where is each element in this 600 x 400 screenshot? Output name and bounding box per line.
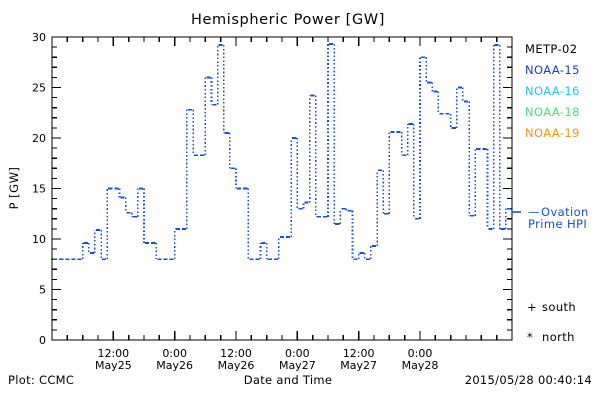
legend-ovation-label-line1: Ovation bbox=[541, 205, 589, 219]
x-tick-label-date: May28 bbox=[402, 359, 439, 372]
x-tick-label-date: May25 bbox=[95, 359, 132, 372]
legend-item-metp-02: METP-02 bbox=[525, 42, 577, 56]
x-tick-label-time: 12:00 bbox=[220, 347, 252, 360]
legend-satellites: METP-02 NOAA-15 NOAA-16 NOAA-18 NOAA-19 bbox=[525, 42, 580, 140]
legend-ovation-label-line2: Prime HPI bbox=[528, 217, 587, 231]
footer-left-credit: Plot: CCMC bbox=[8, 373, 74, 387]
y-tick-label: 0 bbox=[39, 334, 46, 347]
x-tick-label-time: 12:00 bbox=[97, 347, 129, 360]
legend-item-noaa-16: NOAA-16 bbox=[525, 84, 580, 98]
x-tick-label-date: May27 bbox=[279, 359, 316, 372]
footer-timestamp: 2015/05/28 00:40:14 bbox=[465, 373, 592, 387]
y-tick-label: 10 bbox=[32, 233, 46, 246]
legend-label-north: north bbox=[542, 330, 575, 344]
y-tick-label: 15 bbox=[32, 183, 46, 196]
y-tick-label: 20 bbox=[32, 132, 46, 145]
x-tick-label-date: May26 bbox=[156, 359, 193, 372]
legend-ovation-dash: — bbox=[528, 205, 540, 219]
legend-label-south: south bbox=[542, 300, 576, 314]
legend-item-noaa-19: NOAA-19 bbox=[525, 126, 580, 140]
plot-frame bbox=[51, 36, 513, 341]
chart-title: Hemispheric Power [GW] bbox=[191, 12, 385, 28]
x-tick-label-time: 0:00 bbox=[162, 347, 187, 360]
legend-item-noaa-18: NOAA-18 bbox=[525, 105, 580, 119]
data-series-layer bbox=[53, 43, 511, 261]
y-axis: 0 5 10 15 20 25 30 bbox=[32, 31, 512, 347]
y-tick-label: 30 bbox=[32, 31, 46, 44]
legend-hemispheres: + south * north bbox=[527, 300, 576, 344]
x-tick-label-date: May26 bbox=[218, 359, 255, 372]
x-tick-label-date: May27 bbox=[340, 359, 377, 372]
legend-symbol-south: + bbox=[527, 300, 537, 314]
legend-item-noaa-15: NOAA-15 bbox=[525, 63, 580, 77]
y-axis-title: P [GW] bbox=[7, 167, 21, 210]
legend-symbol-north: * bbox=[527, 330, 533, 344]
x-axis: 12:00May250:00May2612:00May260:00May2712… bbox=[51, 37, 513, 372]
series-1 bbox=[53, 43, 511, 261]
x-tick-label-time: 0:00 bbox=[408, 347, 433, 360]
y-tick-label: 25 bbox=[32, 82, 46, 95]
y-tick-label: 5 bbox=[39, 284, 46, 297]
x-axis-title: Date and Time bbox=[244, 373, 332, 387]
x-tick-label-time: 12:00 bbox=[343, 347, 375, 360]
x-tick-label-time: 0:00 bbox=[285, 347, 310, 360]
